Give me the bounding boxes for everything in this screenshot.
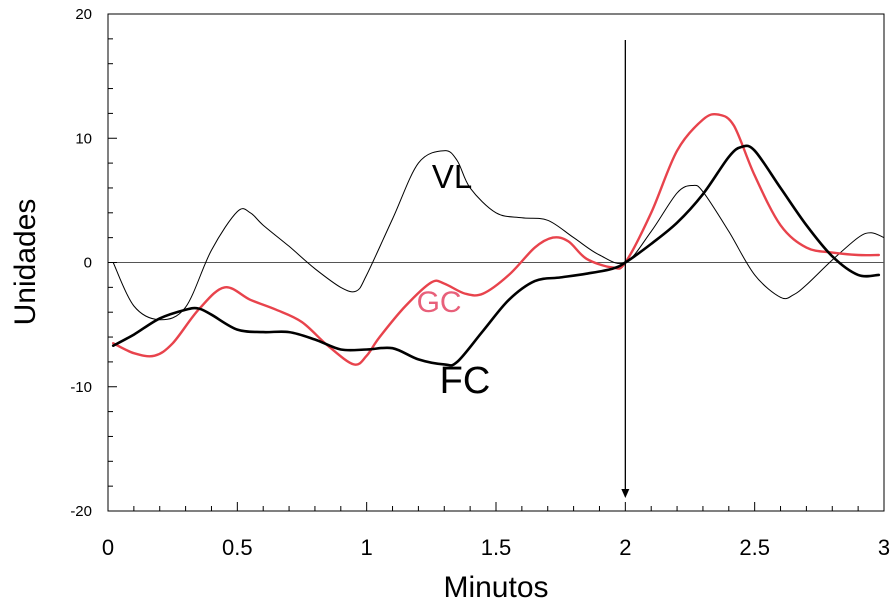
series-line-gc [112,112,880,366]
y-tick-label: 20 [75,6,92,23]
x-tick-label: 0 [102,535,114,560]
y-axis-title: Unidades [9,199,42,326]
x-axis-ticks: 0 0.5 1 1.5 2 2.5 3 [102,502,890,560]
series-label-fc: FC [440,360,491,402]
x-tick-label: 2 [619,535,631,560]
marker-layer [621,40,630,498]
series-line-fc [111,144,881,367]
y-tick-label: 10 [75,130,92,147]
x-tick-label: 1.5 [481,535,512,560]
series-layer [111,112,885,367]
x-tick-label: 0.5 [222,535,253,560]
annotation-layer: VL GC FC [417,158,491,402]
series-label-vl: VL [432,158,472,195]
marker-arrow-head [621,489,630,498]
y-tick-label: -10 [70,379,92,396]
x-tick-label: 3 [878,535,890,560]
y-tick-label: 0 [84,255,92,272]
x-tick-label: 1 [361,535,373,560]
y-tick-label: -20 [70,503,92,520]
x-axis-title: Minutos [443,571,548,603]
series-label-gc: GC [417,286,462,319]
x-tick-label: 2.5 [739,535,770,560]
y-axis-ticks: -20 -10 0 10 20 [70,6,117,520]
series-line-vl [112,150,885,321]
